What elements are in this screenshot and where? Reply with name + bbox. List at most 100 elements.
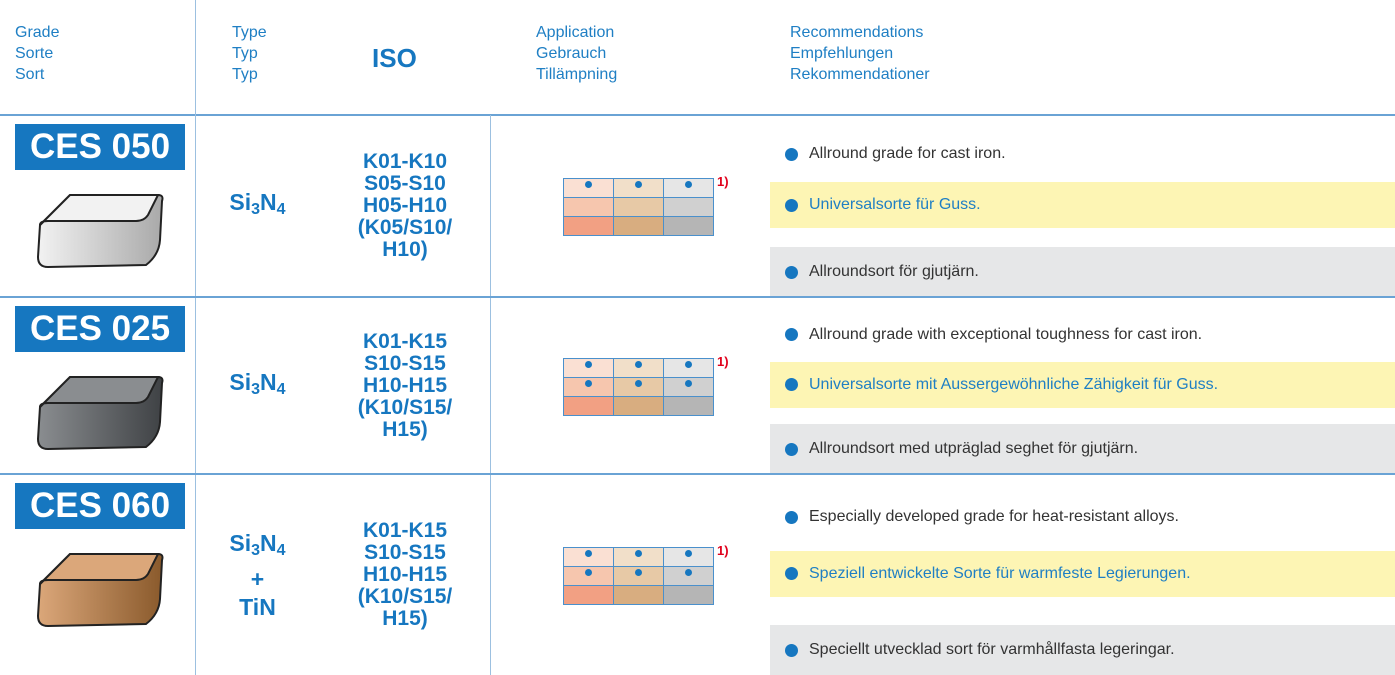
divider bbox=[0, 473, 1395, 475]
header-line: Sort bbox=[15, 66, 45, 83]
iso-cell: K01-K15 S10-S15 H10-H15 (K10/S15/H15) bbox=[320, 297, 490, 474]
grade-label: CES 050 bbox=[15, 124, 185, 170]
grid-cell bbox=[663, 395, 714, 416]
recommendation: Universalsorte für Guss. bbox=[770, 182, 1395, 228]
header-line: Empfehlungen bbox=[790, 45, 894, 62]
type-formula: Si3N4 bbox=[195, 368, 320, 404]
bullet bbox=[785, 567, 798, 580]
application-dot bbox=[585, 549, 592, 557]
recommendation-text: Universalsorte mit Aussergewöhnliche Zäh… bbox=[809, 375, 1219, 393]
type-part: N bbox=[260, 189, 277, 215]
application-dot bbox=[585, 360, 592, 368]
header-line: Grade bbox=[15, 24, 60, 41]
type-cell: Si3N4 bbox=[195, 115, 320, 297]
grade-label: CES 025 bbox=[15, 306, 185, 352]
header-line: Tillämpning bbox=[536, 66, 618, 83]
type-cell: Si3N4 bbox=[195, 297, 320, 474]
iso-line: (K10/S15/ bbox=[357, 395, 453, 419]
header-grade: Grade Sorte Sort bbox=[15, 22, 59, 85]
header-line: Recommendations bbox=[790, 24, 924, 41]
application-dot bbox=[585, 181, 592, 188]
bullet bbox=[785, 442, 798, 456]
type-part: 3 bbox=[251, 380, 261, 398]
recommendation-text: Especially developed grade for heat-resi… bbox=[809, 508, 1179, 526]
grid-cell bbox=[613, 197, 664, 217]
type-coating: + bbox=[250, 565, 265, 592]
insert-image bbox=[30, 544, 170, 634]
iso-line: S10-S15 bbox=[364, 351, 446, 375]
iso-line: H10-H15 bbox=[362, 373, 448, 397]
grid-cell bbox=[563, 197, 614, 217]
header-application: Application Gebrauch Tillämpning bbox=[536, 22, 617, 85]
divider bbox=[490, 115, 491, 675]
type-part: N bbox=[260, 529, 277, 556]
iso-line: K01-K15 bbox=[362, 329, 448, 353]
application-grid bbox=[563, 178, 714, 236]
application-dot bbox=[635, 379, 642, 387]
grid-cell bbox=[613, 395, 664, 416]
recommendation-text: Universalsorte für Guss. bbox=[809, 196, 981, 213]
type-formula: Si3N4 bbox=[195, 188, 320, 224]
application-dot bbox=[685, 568, 692, 576]
header-line: Application bbox=[536, 24, 615, 41]
recommendation: Allround grade with exceptional toughnes… bbox=[770, 312, 1395, 358]
type-part: Si bbox=[229, 189, 252, 215]
grid-cell bbox=[663, 197, 714, 217]
iso-line: (K10/S15/ bbox=[357, 584, 453, 608]
header-line: Rekommendationer bbox=[790, 66, 930, 83]
application-dot bbox=[685, 181, 692, 188]
footnote-mark: 1) bbox=[717, 174, 729, 189]
application-dot bbox=[635, 360, 642, 368]
application-dot bbox=[635, 181, 642, 188]
header-line: Typ bbox=[232, 45, 258, 62]
header-iso: ISO bbox=[372, 43, 417, 73]
iso-line: S05-S10 bbox=[364, 172, 446, 195]
recommendation-text: Allroundsort för gjutjärn. bbox=[809, 263, 979, 280]
bullet bbox=[785, 643, 798, 657]
recommendation: Speziell entwickelte Sorte für warmfeste… bbox=[770, 550, 1395, 597]
type-part: 4 bbox=[276, 541, 286, 559]
type-formula: Si3N4 bbox=[195, 529, 320, 565]
iso-line: H10-H15 bbox=[362, 562, 448, 586]
bullet bbox=[785, 328, 798, 342]
application-dot bbox=[685, 379, 692, 387]
type-part: Si bbox=[229, 529, 252, 556]
bullet bbox=[785, 265, 798, 279]
grid-cell bbox=[563, 395, 614, 416]
recommendation-text: Speciellt utvecklad sort för varmhållfas… bbox=[809, 641, 1175, 658]
application-dot bbox=[585, 379, 592, 387]
iso-line: S10-S15 bbox=[364, 540, 446, 564]
iso-line: (K05/S10/ bbox=[357, 216, 453, 239]
header-line: Type bbox=[232, 24, 267, 41]
grid-cell bbox=[563, 216, 614, 236]
type-part: 3 bbox=[251, 201, 261, 218]
type-part: Si bbox=[229, 368, 252, 395]
grid-cell bbox=[563, 584, 614, 605]
recommendation-text: Allround grade for cast iron. bbox=[809, 145, 1006, 163]
insert-drawing bbox=[36, 553, 164, 628]
recommendation: Universalsorte mit Aussergewöhnliche Zäh… bbox=[770, 361, 1395, 408]
iso-line: H10) bbox=[382, 238, 428, 261]
iso-line: H15) bbox=[382, 417, 428, 441]
iso-line: H15) bbox=[382, 606, 428, 630]
grid-cell bbox=[663, 216, 714, 236]
recommendation: Speciellt utvecklad sort för varmhållfas… bbox=[770, 625, 1395, 675]
footnote-mark: 1) bbox=[717, 353, 729, 369]
recommendation-text: Speziell entwickelte Sorte für warmfeste… bbox=[809, 564, 1191, 582]
footnote-mark: 1) bbox=[717, 542, 729, 558]
insert-image bbox=[30, 367, 170, 457]
divider bbox=[195, 0, 196, 675]
recommendation: Especially developed grade for heat-resi… bbox=[770, 494, 1395, 540]
header-line: Sorte bbox=[15, 45, 54, 62]
grid-cell bbox=[613, 216, 664, 236]
insert-drawing bbox=[36, 376, 164, 451]
type-coating: TiN bbox=[239, 593, 276, 620]
application-dot bbox=[585, 568, 592, 576]
type-part: 3 bbox=[251, 541, 261, 559]
type-part: 4 bbox=[276, 201, 286, 218]
recommendation: Allroundsort för gjutjärn. bbox=[770, 247, 1395, 297]
application-dot bbox=[685, 360, 692, 368]
header-line: Gebrauch bbox=[536, 45, 607, 62]
iso-line: H05-H10 bbox=[362, 194, 448, 217]
